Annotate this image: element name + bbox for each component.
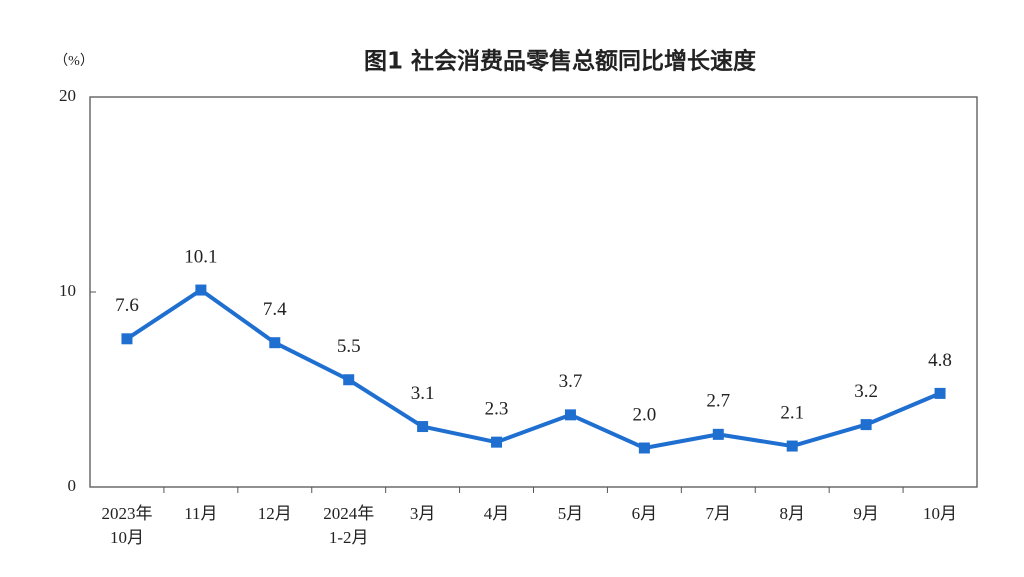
x-tick-label: 2023年 10月 [101, 504, 152, 547]
x-tick-label: 9月 [853, 504, 879, 523]
data-label: 7.6 [115, 295, 139, 316]
data-point [712, 428, 724, 440]
data-label: 2.0 [633, 404, 657, 425]
data-label: 7.4 [263, 299, 287, 320]
data-label: 3.1 [411, 383, 435, 404]
x-tick-label: 3月 [410, 504, 436, 523]
y-axis-unit: （%） [54, 53, 94, 69]
data-label: 2.3 [485, 399, 509, 420]
data-point [343, 374, 355, 386]
data-point [786, 440, 798, 452]
data-point [269, 337, 281, 349]
data-point [564, 409, 576, 421]
chart-title: 图1 社会消费品零售总额同比增长速度 [364, 48, 757, 75]
x-tick-label: 7月 [706, 504, 732, 523]
y-tick-label: 20 [59, 86, 76, 105]
x-tick-label: 8月 [779, 504, 805, 523]
x-tick-label: 2024年 1-2月 [323, 504, 374, 547]
data-point [638, 442, 650, 454]
y-tick-label: 10 [59, 281, 76, 300]
x-tick-label: 11月 [184, 504, 217, 523]
data-label: 10.1 [184, 246, 217, 267]
data-label: 5.5 [337, 336, 361, 357]
data-point [491, 436, 503, 448]
data-label: 4.8 [928, 350, 952, 371]
y-tick-label: 0 [68, 476, 77, 495]
data-point [121, 333, 133, 345]
data-point [195, 284, 207, 296]
x-tick-label: 4月 [484, 504, 510, 523]
x-tick-label: 12月 [258, 504, 292, 523]
data-point [934, 387, 946, 399]
data-line [125, 288, 941, 450]
x-tick-label: 10月 [923, 504, 957, 523]
x-tick-label: 6月 [632, 504, 658, 523]
data-label: 3.2 [854, 381, 878, 402]
data-point [417, 421, 429, 433]
data-label: 2.1 [780, 402, 804, 423]
data-point [860, 419, 872, 431]
data-label: 2.7 [706, 391, 730, 412]
x-tick-label: 5月 [558, 504, 584, 523]
data-label: 3.7 [559, 371, 583, 392]
